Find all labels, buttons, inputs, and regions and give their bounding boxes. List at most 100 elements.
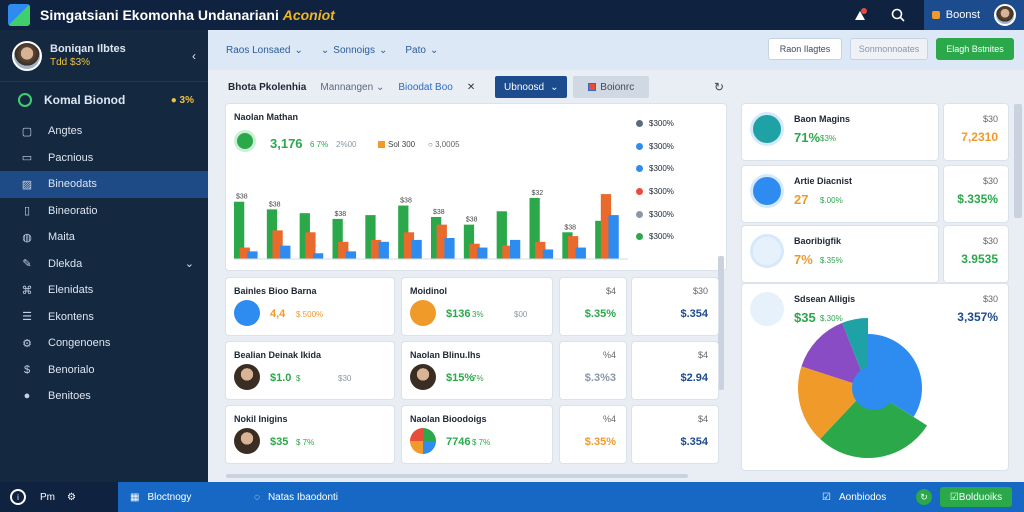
chart-card-value: 3,176: [270, 136, 303, 151]
sidebar-item-5[interactable]: ◍ Maita: [0, 224, 208, 251]
bottom-item-2[interactable]: ◌ Natas Ibaodonti: [254, 482, 338, 512]
bar-s3-12: [608, 215, 619, 259]
sidebar-item-1[interactable]: ▢ Angtes: [0, 118, 208, 145]
sidebar-item-9[interactable]: ⚙ Congenoens: [0, 330, 208, 357]
summary-card-5[interactable]: Nokil Inigins $35 $ 7%: [226, 406, 394, 463]
period-select[interactable]: Mannangen ⌄: [320, 81, 385, 93]
sync-icon[interactable]: ↻: [916, 489, 932, 505]
summary-card-6[interactable]: Naolan Bioodoigs 7746 $ 7%: [402, 406, 552, 463]
chart-card-title: Naolan Mathan: [234, 112, 299, 122]
filter-pill[interactable]: Boionrc: [573, 76, 650, 98]
bar-s1-11: [562, 232, 573, 259]
user-avatar[interactable]: [994, 4, 1016, 26]
summary-card-foot: $30: [338, 374, 352, 383]
legend-1-label: Sol 300: [388, 140, 416, 149]
bottom-item-3[interactable]: ☑ Aonbiodos: [822, 482, 886, 512]
right-scrollbar[interactable]: [1014, 104, 1022, 218]
user-menu-label: Boonst: [945, 9, 980, 21]
summary-card-1[interactable]: Bainles Bioo Barna 4,4 $.500%: [226, 278, 394, 335]
sidebar-profile[interactable]: Boniqan Ilbtes Tdd $3% ‹: [0, 30, 208, 82]
bottom-bar: i Pm ⚙ ▦ Bloctnogy ◌ Natas Ibaodonti ☑ Aonb…: [0, 482, 1024, 512]
edit-icon: ☑: [822, 491, 831, 503]
summary-card-3[interactable]: Bealian Deinak Ikida $1.0 $ $30: [226, 342, 394, 399]
summary-card-2[interactable]: Moidinol $136 3% $00: [402, 278, 552, 335]
bar-s1-2: [266, 209, 278, 259]
toolbar-link[interactable]: Bioodat Boo: [398, 81, 453, 93]
bar-s2-3: [305, 232, 316, 259]
sidebar-balance[interactable]: Komal Bionod ● 3%: [0, 82, 208, 118]
sidebar-item-label: Maita: [48, 231, 75, 244]
summary-card-4[interactable]: Naolan Blinu.Ihs $15% 7%: [402, 342, 552, 399]
bar-label-2: $38: [269, 201, 281, 208]
sidebar-item-label: Bineodats: [48, 178, 97, 191]
crumb-2[interactable]: ⌄ Sonnoigs ⌄: [321, 45, 387, 56]
bar-label-11: $38: [564, 224, 576, 231]
disabled-button[interactable]: Sonmonnoates: [850, 38, 928, 60]
vertical-scrollbar[interactable]: [718, 256, 724, 390]
stat-card-sub: $.00%: [820, 196, 843, 205]
bottom-action-label: Bolduoiks: [958, 491, 1003, 503]
sidebar-item-6[interactable]: ✎ Dlekda ⌄: [0, 251, 208, 278]
view-dropdown[interactable]: Ubnoosd ⌄: [495, 76, 568, 98]
value-cell-value: $2.94: [680, 372, 708, 384]
bar-s2-1: [239, 247, 250, 259]
pie-slice-3: [798, 366, 868, 440]
collapse-chevron-icon[interactable]: ‹: [192, 48, 196, 63]
pie-slice-4: [801, 322, 868, 388]
stat-card-1[interactable]: Baon Magins 71% $3%: [742, 104, 938, 160]
bottom-item-1[interactable]: ▦ Bloctnogy: [130, 482, 191, 512]
crumb-3[interactable]: Pato ⌄: [405, 45, 438, 56]
crumb-1[interactable]: Raos Lonsaed ⌄: [226, 45, 303, 56]
stat-card-3[interactable]: Baoribigfik 7% $.35%: [742, 226, 938, 282]
summary-card-sub: $ 7%: [296, 438, 315, 447]
bar-s3-1: [247, 251, 258, 259]
app-title-accent: Aconiot: [282, 7, 335, 23]
close-icon[interactable]: ✕: [466, 81, 476, 93]
summary-card-sub: $: [296, 374, 301, 383]
user-status-icon: [931, 11, 940, 19]
legend-label: $300%: [649, 164, 674, 174]
sidebar-item-8[interactable]: ☰ Ekontens: [0, 304, 208, 331]
sidebar-item-10[interactable]: $ Benorialo: [0, 357, 208, 384]
bottom-action-button[interactable]: ☑ Bolduoiks: [940, 487, 1012, 507]
pie-center: [852, 366, 896, 410]
pie-chart: [798, 318, 928, 458]
pie-card-sub: $.30%: [820, 314, 843, 323]
summary-card-value: $35: [270, 436, 289, 448]
value-cell-value: $.354: [680, 436, 708, 448]
dashboard-icon: ▢: [21, 125, 33, 138]
check-icon: ☑: [949, 491, 959, 503]
info-icon[interactable]: i: [10, 489, 26, 505]
refresh-icon[interactable]: ↻: [713, 80, 724, 94]
secondary-button[interactable]: Raon Ilagtes: [768, 38, 842, 60]
search-icon[interactable]: [886, 3, 910, 27]
summary-card-title: Nokil Inigins: [234, 414, 288, 424]
sidebar-item-label: Pacnious: [48, 151, 94, 164]
stat-card-2[interactable]: Artie Diacnist 27 $.00%: [742, 166, 938, 222]
notification-icon[interactable]: [848, 3, 872, 27]
settings-icon[interactable]: ⚙: [67, 491, 76, 503]
value-cell-1: $4 $.35%: [560, 278, 626, 335]
sidebar-item-11[interactable]: ● Benitoes: [0, 383, 208, 410]
balance-value-text: 3%: [179, 94, 194, 106]
summary-card-title: Naolan Blinu.Ihs: [410, 350, 481, 360]
bar-s3-8: [477, 247, 488, 259]
sidebar-item-7[interactable]: ⌘ Elenidats: [0, 277, 208, 304]
legend-marker-icon: [636, 142, 643, 150]
bar-s2-11: [567, 236, 579, 259]
value-cell-value: $.35%: [584, 308, 616, 320]
bar-label-6: $38: [400, 198, 412, 205]
horizontal-scrollbar[interactable]: [226, 474, 688, 478]
user-menu-button[interactable]: Boonst: [923, 0, 1024, 30]
globe-icon: [410, 428, 436, 454]
primary-button[interactable]: Elagh Bstnites: [936, 38, 1014, 60]
summary-card-sub: 3%: [472, 310, 484, 319]
wallet-icon: ▭: [21, 152, 33, 165]
legend-item-4: $300%: [636, 180, 696, 203]
sidebar-item-3[interactable]: ▨ Bineodats: [0, 171, 208, 198]
chevron-down-icon[interactable]: ⌄: [184, 258, 194, 271]
sidebar-item-4[interactable]: ▯ Bineoratio: [0, 198, 208, 225]
stat-card-title: Baon Magins: [794, 114, 851, 124]
sidebar-item-2[interactable]: ▭ Pacnious: [0, 145, 208, 172]
legend-label: $300%: [649, 118, 674, 128]
